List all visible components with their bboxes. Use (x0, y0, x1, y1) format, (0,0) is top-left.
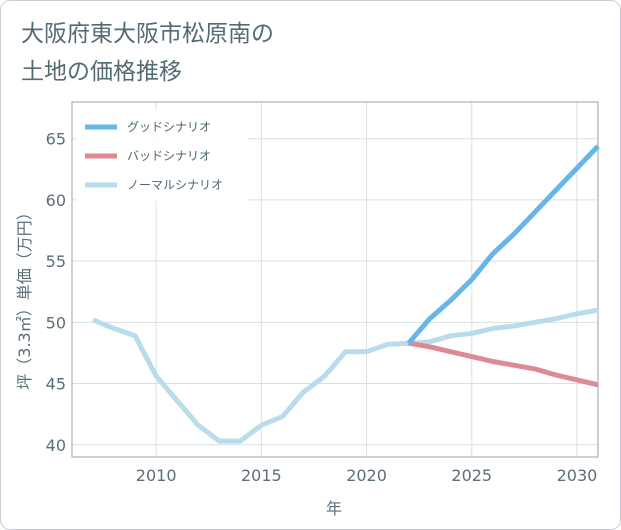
series-line-0 (406, 144, 600, 345)
x-tick-label: 2020 (346, 466, 387, 485)
x-axis-ticks: 2010 2015 2020 2025 2030 (136, 466, 598, 485)
plot-area-frame (71, 101, 599, 458)
series-line-2 (92, 307, 599, 444)
y-tick-label: 65 (46, 130, 66, 149)
y-tick-label: 40 (46, 436, 66, 455)
x-tick-label: 2025 (451, 466, 492, 485)
y-axis-ticks: 40 45 50 55 60 65 (46, 130, 66, 455)
series-line-1 (408, 340, 599, 388)
x-axis-title: 年 (326, 499, 342, 518)
y-tick-label: 50 (46, 313, 66, 332)
legend-label-0: グッドシナリオ (127, 120, 211, 134)
y-tick-label: 45 (46, 375, 66, 394)
y-axis-title: 坪（3.3㎡）単価（万円） (15, 204, 34, 389)
x-tick-label: 2010 (136, 466, 177, 485)
y-tick-label: 55 (46, 252, 66, 271)
legend-label-1: バッドシナリオ (127, 149, 211, 163)
chart-title-line-2: 土地の価格推移 (21, 59, 182, 85)
x-tick-label: 2015 (241, 466, 282, 485)
series-lines (92, 144, 600, 444)
chart-title-line-1: 大阪府東大阪市松原南の (21, 21, 274, 47)
legend-label-2: ノーマルシナリオ (127, 178, 223, 192)
y-tick-label: 60 (46, 191, 66, 210)
x-tick-label: 2030 (557, 466, 598, 485)
